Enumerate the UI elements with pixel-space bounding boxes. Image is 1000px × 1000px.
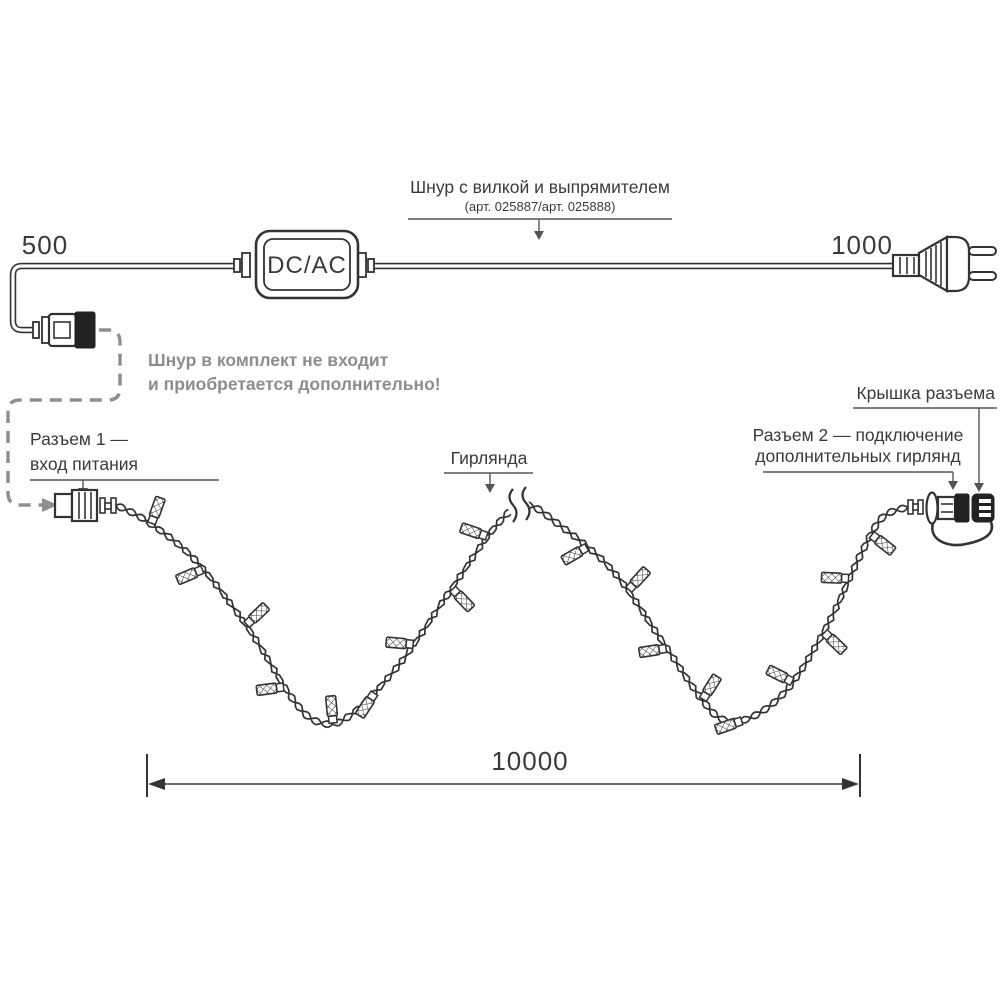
dim-1000: 1000 [831,230,893,260]
garland-callout: Гирлянда [444,448,533,493]
left-arrow-icon [148,778,165,790]
dimension-10000: 10000 [146,746,861,797]
led-bulb-icon [175,564,205,585]
cap-callout: Крышка разъема [853,383,997,492]
garland-input-connector [53,488,117,523]
note-line1: Шнур в комплект не входит [148,350,389,370]
garland-strand [115,502,909,727]
connector2-callout: Разъем 2 — подключение дополнительных ги… [753,425,964,490]
power-plug-icon [891,235,997,293]
converter-text: DC/AC [267,252,347,279]
cord-left-inner [11,264,246,332]
connector1-label-line2: вход питания [30,454,138,474]
connector-cap-icon [971,493,995,523]
dim-total: 10000 [491,746,568,776]
connector-ring [925,491,939,525]
adapter-cord [9,262,895,334]
garland-label: Гирлянда [451,448,528,468]
cap-strap [931,521,994,547]
led-bulb-icon [624,566,651,594]
led-bulb-icon [355,689,379,719]
led-bulb-icon [714,716,744,735]
led-bulb-icon [324,694,339,725]
dc-ac-converter: DC/AC [233,229,375,300]
power-cord-label: Шнур с вилкой и выпрямителем [410,177,670,197]
power-cord-articles: (арт. 025887/арт. 025888) [465,199,616,214]
connector-body [936,495,957,521]
note-line2: и приобретается дополнительно! [148,374,441,394]
note: Шнур в комплект не входит и приобретаетс… [148,350,441,394]
connector-black-part [954,493,970,523]
garland-output-connector [907,491,994,547]
garland-strand [115,501,909,729]
plug-prong-bottom [968,271,997,281]
connector2-label-line2: дополнительных гирлянд [755,446,960,466]
down-arrow-icon [534,231,544,240]
fitting-left-small [233,258,241,273]
connector1-label-line1: Разъем 1 — [30,429,128,449]
led-bulb-icon [242,602,270,629]
plug-prong-top [968,246,997,256]
cap-label: Крышка разъема [856,383,995,403]
led-bulb-icon [868,530,897,556]
down-arrow-icon [485,484,495,493]
connector2-label-line1: Разъем 2 — подключение [753,425,964,445]
led-bulb-icon [820,571,850,584]
led-bulb-icon [385,636,415,650]
led-bulb-icon [560,542,590,566]
dim-500: 500 [22,230,68,260]
break-symbol [508,486,531,523]
led-bulb-icon [698,673,722,703]
led-bulb-icon [448,585,476,613]
led-bulb-icon [820,628,848,656]
down-arrow-icon [974,483,984,492]
dashed-connection-path [6,328,122,512]
led-bulb-icon [637,643,668,659]
connector1-callout: Разъем 1 — вход питания [30,429,219,497]
garland-wire [115,495,909,735]
right-arrow-icon [842,778,859,790]
fitting-left-big [241,252,251,278]
adapter-output-connector [32,311,96,349]
led-bulb-icon [765,664,795,687]
plug-body [917,235,949,293]
connector-black-cap [74,311,96,349]
down-arrow-icon [948,481,958,490]
led-bulb-icon [255,682,285,697]
plug-strain-relief [891,253,921,278]
fitting-right-small [367,258,375,273]
plug-shell [945,235,971,293]
power-cord-callout: Шнур с вилкой и выпрямителем (арт. 02588… [408,177,672,240]
converter-inner-box [263,238,351,291]
led-bulb-icon [459,522,489,541]
led-bulb-icon [146,495,166,526]
gray-arrow-icon [42,498,58,512]
